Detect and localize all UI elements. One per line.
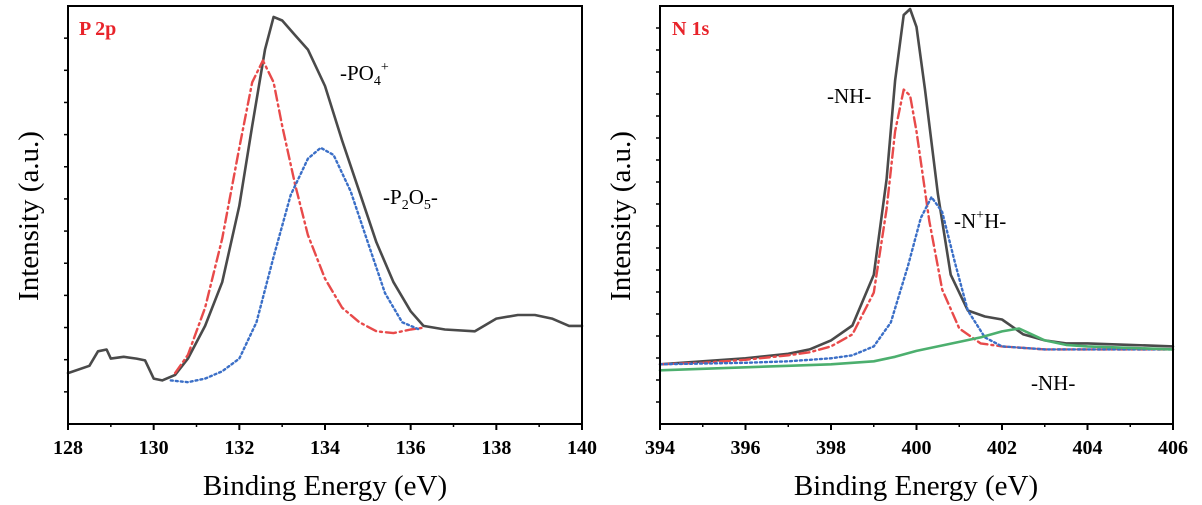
p2p-x-axis-label: Binding Energy (eV) — [203, 470, 447, 502]
n1s-panel-label: N 1s — [672, 18, 709, 40]
n1s-series-group — [658, 7, 1175, 372]
n1s-x-tick-label: 394 — [645, 437, 675, 459]
n1s-y-axis-label: Intensity (a.u.) — [605, 131, 637, 301]
annotation-nh-green: -NH- — [1031, 371, 1075, 395]
p2p-y-axis-label: Intensity (a.u.) — [13, 131, 45, 301]
n1s-x-tick-label: 406 — [1158, 437, 1188, 459]
n1s-x-tick-label: 402 — [987, 437, 1017, 459]
p2p-x-tick-label: 132 — [224, 437, 254, 459]
p2p-x-tick-label: 130 — [139, 437, 169, 459]
p2p-axis-ticks: 128 130 132 134 136 138 140 — [53, 37, 597, 459]
n1s-x-tick-label: 398 — [816, 437, 846, 459]
n1s-plot-frame — [659, 5, 1174, 425]
n1s-series-dotted-2 — [658, 195, 1175, 366]
p2p-x-tick-label: 140 — [567, 437, 597, 459]
n1s-series-solid-3 — [658, 327, 1175, 372]
annotation-p2o5: -P2O5- — [383, 185, 438, 213]
p2p-series-group — [66, 15, 584, 384]
p2p-x-tick-label: 138 — [481, 437, 511, 459]
n1s-axis-ticks: 394 396 398 400 402 404 406 — [645, 27, 1188, 459]
n1s-x-tick-label: 396 — [731, 437, 761, 459]
n1s-x-tick-label: 400 — [902, 437, 932, 459]
p2p-series-dashdot-1 — [173, 59, 425, 375]
n1s-panel: 394 396 398 400 402 404 406 N 1s Binding Energ… — [605, 5, 1188, 502]
annotation-nh-main: -NH- — [827, 84, 871, 108]
p2p-x-tick-label: 136 — [396, 437, 426, 459]
p2p-series-dotted-2 — [169, 146, 421, 384]
annotation-n-plus-h: -N+H- — [954, 208, 1006, 233]
annotation-po4: -PO4+ — [340, 60, 389, 89]
n1s-x-axis-label: Binding Energy (eV) — [794, 470, 1038, 502]
p2p-series-solid-0 — [66, 15, 584, 382]
p2p-plot-frame — [67, 5, 583, 425]
p2p-panel: 128 130 132 134 136 138 140 P 2p Binding Energ… — [13, 5, 597, 502]
p2p-x-tick-label: 128 — [53, 437, 83, 459]
p2p-panel-label: P 2p — [79, 18, 116, 40]
p2p-x-tick-label: 134 — [310, 437, 340, 459]
n1s-x-tick-label: 404 — [1073, 437, 1103, 459]
